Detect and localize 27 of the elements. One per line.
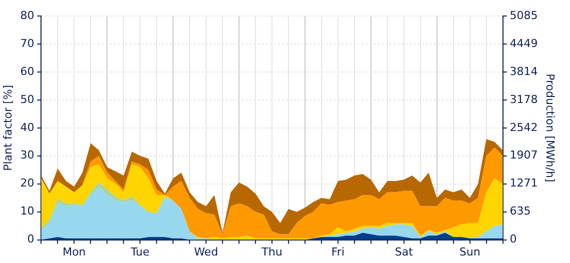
- y-tick-label: 0: [27, 232, 34, 246]
- x-tick-label: Fri: [331, 245, 344, 258]
- x-tick-label: Mon: [62, 245, 86, 258]
- y2-tick-label: 5085: [510, 8, 538, 22]
- y-tick-label: 10: [20, 204, 34, 218]
- x-tick-label: Thu: [260, 245, 282, 258]
- y2-tick-label: 3178: [510, 92, 538, 106]
- y-tick-label: 60: [20, 64, 34, 78]
- y2-tick-label: 1271: [510, 176, 538, 190]
- y2-tick-label: 2542: [510, 120, 538, 134]
- y-axis-title: Plant factor [%]: [1, 84, 14, 171]
- y2-axis-title: Production [MWh/h]: [544, 74, 557, 182]
- y2-tick-label: 635: [510, 204, 531, 218]
- y-tick-label: 80: [20, 8, 34, 22]
- y2-tick-label: 4449: [510, 36, 538, 50]
- x-tick-label: Wed: [194, 245, 218, 258]
- y-tick-label: 20: [20, 176, 34, 190]
- y2-tick-label: 3814: [510, 64, 538, 78]
- x-tick-label: Tue: [130, 245, 150, 258]
- x-tick-label: Sun: [459, 245, 480, 258]
- y-tick-label: 70: [20, 36, 34, 50]
- y-tick-label: 40: [20, 120, 34, 134]
- y-tick-label: 50: [20, 92, 34, 106]
- y2-tick-label: 1907: [510, 148, 538, 162]
- y-tick-label: 30: [20, 148, 34, 162]
- y2-tick-label: 0: [510, 232, 517, 246]
- x-tick-label: Sat: [394, 245, 414, 258]
